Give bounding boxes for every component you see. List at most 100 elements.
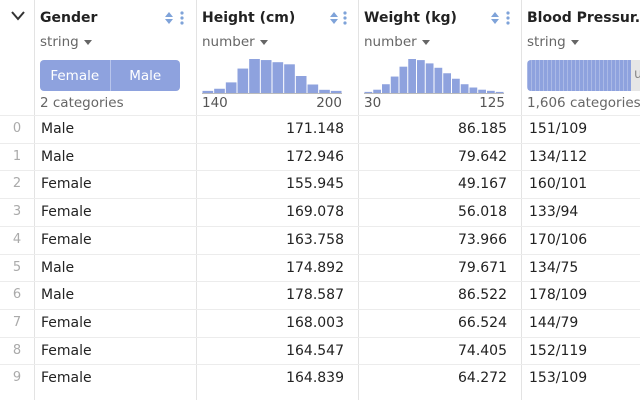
cell-blood-pressure[interactable]: 160/101 <box>529 176 588 193</box>
column-divider <box>34 0 35 400</box>
height-histogram <box>202 59 342 94</box>
column-divider <box>358 0 359 400</box>
cell-weight[interactable]: 64.272 <box>458 370 507 387</box>
cell-weight[interactable]: 73.966 <box>458 231 507 248</box>
histogram-bar <box>260 60 272 93</box>
table-row[interactable]: 0 Male 171.148 86.185 151/109 <box>0 115 640 143</box>
sort-icon[interactable] <box>329 10 339 26</box>
cell-blood-pressure[interactable]: 152/119 <box>529 342 588 359</box>
column-type-dropdown[interactable]: number <box>364 34 430 50</box>
column-header-gender[interactable]: Gender string Female Male 2 categories <box>34 0 196 115</box>
histogram-bar <box>249 59 260 93</box>
cell-height[interactable]: 163.758 <box>286 231 344 248</box>
table-row[interactable]: 8 Female 164.547 74.405 152/119 <box>0 336 640 365</box>
cell-blood-pressure[interactable]: 153/109 <box>529 370 588 387</box>
table-row[interactable]: 4 Female 163.758 73.966 170/106 <box>0 225 640 254</box>
column-title: Gender <box>40 10 98 26</box>
cell-height[interactable]: 171.148 <box>286 121 344 137</box>
column-menu-icon[interactable] <box>180 10 184 26</box>
column-divider <box>196 0 197 400</box>
cell-gender[interactable]: Female <box>41 314 92 331</box>
cell-blood-pressure[interactable]: 134/112 <box>529 148 588 165</box>
cell-blood-pressure[interactable]: 134/75 <box>529 259 579 276</box>
cell-gender[interactable]: Female <box>41 176 92 193</box>
cell-weight[interactable]: 86.522 <box>458 287 507 304</box>
histogram-bar <box>284 64 295 93</box>
cell-weight[interactable]: 74.405 <box>458 342 507 359</box>
row-divider <box>0 225 640 227</box>
table-row[interactable]: 6 Male 178.587 86.522 178/109 <box>0 281 640 309</box>
row-index: 9 <box>12 370 22 386</box>
histogram-bar <box>469 87 478 93</box>
category-female[interactable]: Female <box>50 67 100 84</box>
histogram-max: 200 <box>316 95 342 111</box>
cell-gender[interactable]: Female <box>41 204 92 221</box>
cell-weight[interactable]: 86.185 <box>458 121 507 137</box>
table-row[interactable]: 5 Male 174.892 79.671 134/75 <box>0 253 640 282</box>
cell-blood-pressure[interactable]: 170/106 <box>529 231 588 248</box>
cell-gender[interactable]: Male <box>41 287 75 304</box>
column-type-dropdown[interactable]: string <box>40 34 92 50</box>
histogram-bar <box>225 82 237 94</box>
cell-height[interactable]: 168.003 <box>286 314 344 331</box>
histogram-bar <box>487 90 495 93</box>
category-count: 1,606 categories <box>527 95 640 111</box>
histogram-max: 125 <box>479 95 505 111</box>
cell-gender[interactable]: Male <box>41 121 75 137</box>
histogram-min: 30 <box>364 95 382 111</box>
cell-gender[interactable]: Female <box>41 370 92 387</box>
histogram-min: 140 <box>202 95 228 111</box>
row-divider <box>0 281 640 283</box>
cell-weight[interactable]: 79.642 <box>458 148 507 165</box>
cell-blood-pressure[interactable]: 133/94 <box>529 204 579 221</box>
cell-height[interactable]: 164.839 <box>286 370 344 387</box>
cell-weight[interactable]: 79.671 <box>458 259 507 276</box>
table-row[interactable]: 1 Male 172.946 79.642 134/112 <box>0 142 640 171</box>
column-type-label: string <box>40 34 79 50</box>
column-type-dropdown[interactable]: number <box>202 34 268 50</box>
sort-icon[interactable] <box>164 10 174 26</box>
cell-gender[interactable]: Female <box>41 231 92 248</box>
column-menu-icon[interactable] <box>506 10 510 26</box>
cell-weight[interactable]: 66.524 <box>458 314 507 331</box>
column-type-dropdown[interactable]: string <box>527 34 579 50</box>
cell-blood-pressure[interactable]: 151/109 <box>529 121 588 137</box>
column-header-weight[interactable]: Weight (kg) number 30 125 <box>358 0 521 115</box>
histogram-bar <box>478 89 486 93</box>
table-row[interactable]: 3 Female 169.078 56.018 133/94 <box>0 198 640 226</box>
sort-icon[interactable] <box>490 10 500 26</box>
cell-height[interactable]: 174.892 <box>286 259 344 276</box>
cell-height[interactable]: 169.078 <box>286 204 344 221</box>
caret-down-icon <box>83 39 92 45</box>
row-index: 5 <box>12 259 22 275</box>
row-index: 2 <box>12 176 22 192</box>
cell-weight[interactable]: 56.018 <box>458 204 507 221</box>
cell-blood-pressure[interactable]: 178/109 <box>529 287 588 304</box>
table-row[interactable]: 9 Female 164.839 64.272 153/109 <box>0 364 640 392</box>
collapse-chevron-icon[interactable] <box>10 8 26 24</box>
cell-gender[interactable]: Female <box>41 342 92 359</box>
cell-gender[interactable]: Male <box>41 148 75 165</box>
cell-height[interactable]: 155.945 <box>286 176 344 193</box>
category-male[interactable]: Male <box>109 60 181 91</box>
cell-weight[interactable]: 49.167 <box>458 176 507 193</box>
row-index: 8 <box>12 342 22 358</box>
histogram-bar <box>460 84 469 93</box>
cell-height[interactable]: 164.547 <box>286 342 344 359</box>
cell-height[interactable]: 178.587 <box>286 287 344 304</box>
column-divider <box>521 0 522 400</box>
column-title: Height (cm) <box>202 10 296 26</box>
cell-height[interactable]: 172.946 <box>286 148 344 165</box>
row-divider <box>0 253 640 255</box>
histogram-bar <box>382 84 390 93</box>
row-index: 6 <box>12 287 22 303</box>
cell-gender[interactable]: Male <box>41 259 75 276</box>
column-type-label: number <box>202 34 255 50</box>
table-row[interactable]: 7 Female 168.003 66.524 144/79 <box>0 308 640 337</box>
table-row[interactable]: 2 Female 155.945 49.167 160/101 <box>0 170 640 198</box>
caret-down-icon <box>570 39 579 45</box>
column-menu-icon[interactable] <box>343 10 347 26</box>
column-header-blood-pressure[interactable]: Blood Pressur... string u 1,606 categori… <box>521 0 640 115</box>
column-header-height[interactable]: Height (cm) number 140 200 <box>196 0 358 115</box>
cell-blood-pressure[interactable]: 144/79 <box>529 314 579 331</box>
